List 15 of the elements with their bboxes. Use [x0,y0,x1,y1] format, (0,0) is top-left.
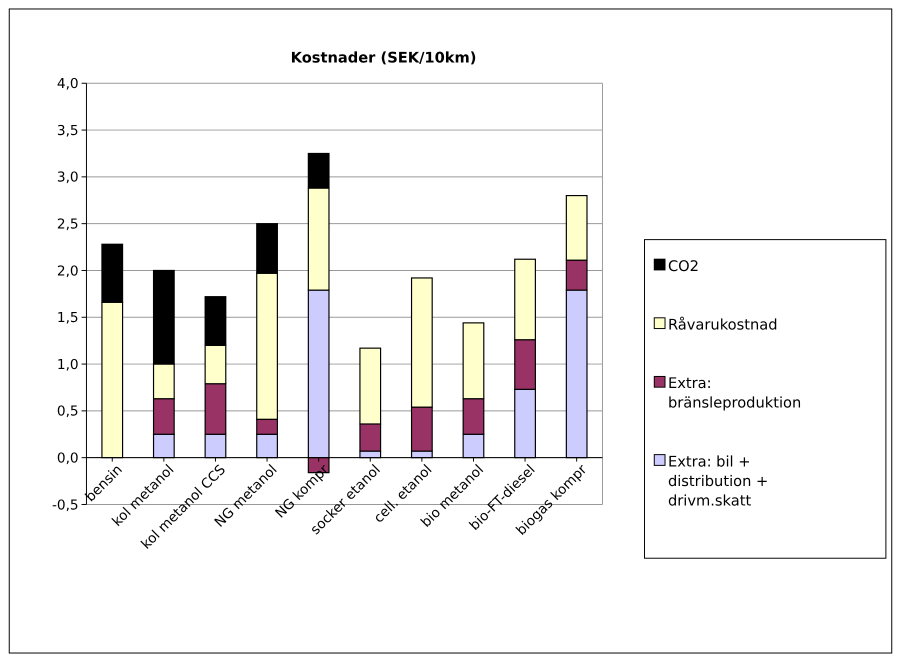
legend-label: Råvarukostnad [668,316,778,334]
y-tick-label: 1,5 [56,310,79,326]
y-tick-label: 1,0 [56,356,79,373]
y-tick-label: 2,5 [56,216,79,232]
y-tick-label: 0,5 [56,404,79,420]
y-tick-label: 2,0 [56,263,79,280]
legend-label: Extra: bränsleproduktion [668,375,802,412]
chart-title: Kostnader (SEK/10km) [290,50,476,67]
y-tick-label: 0,0 [56,450,79,466]
y-tick-label: 3,5 [56,122,79,139]
legend-label: CO2 [668,258,700,275]
y-tick-label: 3,0 [56,170,79,186]
legend-label: Extra: bil + distribution + drivm.skatt [668,453,768,510]
y-tick-label: -0,5 [52,497,79,514]
y-tick-label: 4,0 [56,76,79,92]
